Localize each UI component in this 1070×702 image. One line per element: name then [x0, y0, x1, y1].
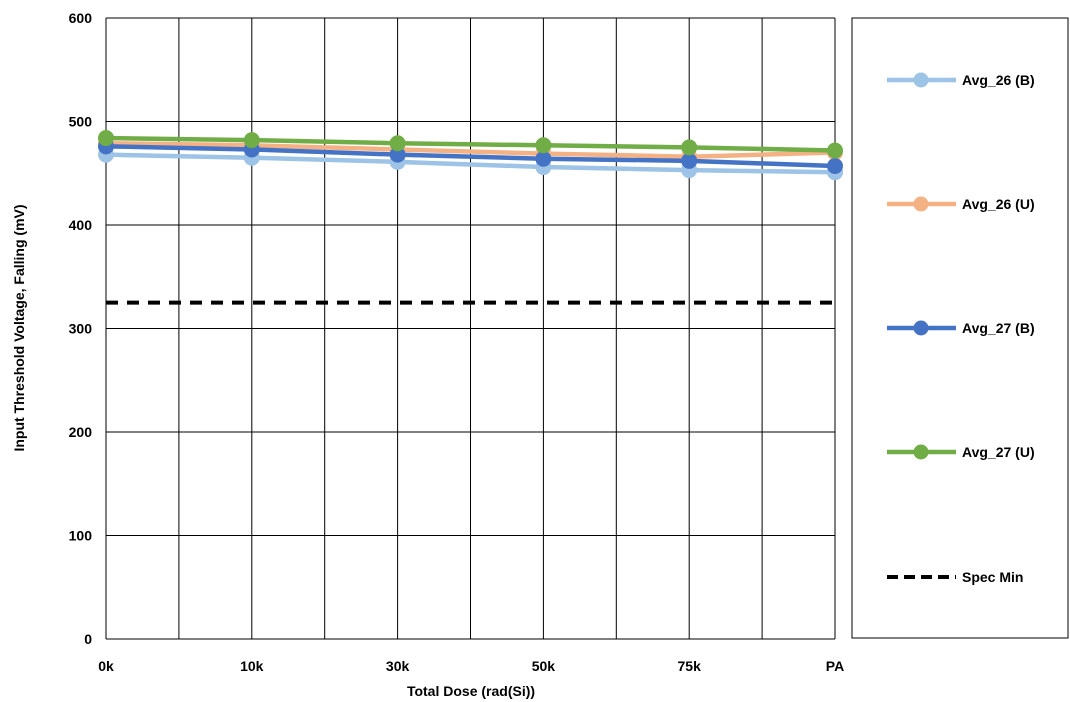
x-axis-title: Total Dose (rad(Si)): [407, 683, 535, 699]
y-axis-title: Input Threshold Voltage, Falling (mV): [11, 204, 27, 451]
legend-item: Avg_27 (B): [887, 320, 1035, 336]
y-tick-label: 600: [69, 10, 93, 26]
legend-label: Avg_26 (U): [962, 196, 1035, 212]
data-point: [535, 150, 552, 167]
legend-item: Avg_26 (U): [887, 196, 1035, 212]
x-tick-label: 30k: [386, 658, 410, 674]
legend-label: Avg_27 (U): [962, 444, 1035, 460]
y-tick-label: 500: [69, 114, 93, 130]
legend-label: Spec Min: [962, 569, 1023, 585]
data-point: [535, 137, 552, 154]
series-2: [98, 138, 843, 175]
data-point: [827, 158, 843, 175]
data-point: [389, 135, 406, 152]
x-axis-ticks: 0k 10k 30k 50k 75k PA: [98, 658, 844, 674]
x-tick-label: 10k: [240, 658, 264, 674]
series-line: [105, 152, 836, 175]
y-tick-label: 400: [69, 217, 93, 233]
y-axis-ticks: 0 100 200 300 400 500 600: [69, 10, 93, 647]
y-tick-label: 0: [84, 631, 92, 647]
data-point: [681, 139, 698, 156]
x-tick-label: 50k: [532, 658, 556, 674]
series-layer: [98, 130, 843, 305]
legend-item: Spec Min: [887, 569, 1023, 585]
series-line: [105, 144, 836, 169]
y-tick-label: 200: [69, 424, 93, 440]
x-tick-label: PA: [826, 658, 844, 674]
grid: [105, 17, 836, 640]
data-point: [827, 142, 843, 159]
series-line: [105, 140, 836, 159]
legend-item: Avg_26 (B): [887, 72, 1035, 88]
legend-marker: [913, 72, 929, 88]
x-tick-label: 0k: [98, 658, 114, 674]
legend-label: Avg_26 (B): [962, 72, 1035, 88]
legend-item: Avg_27 (U): [887, 444, 1035, 460]
legend-marker: [913, 320, 929, 336]
legend-box: [851, 17, 1069, 639]
x-tick-label: 75k: [678, 658, 702, 674]
y-tick-label: 100: [69, 528, 93, 544]
legend-marker: [913, 444, 929, 460]
data-point: [98, 130, 114, 147]
data-point: [681, 152, 698, 169]
series-3: [98, 130, 843, 159]
y-tick-label: 300: [69, 321, 93, 337]
legend: Avg_26 (B) Avg_26 (U) Avg_27 (B) Avg_27 (U)…: [887, 72, 1035, 585]
legend-label: Avg_27 (B): [962, 320, 1035, 336]
legend-marker: [913, 196, 929, 212]
data-point: [243, 132, 260, 149]
series-line: [105, 135, 836, 153]
